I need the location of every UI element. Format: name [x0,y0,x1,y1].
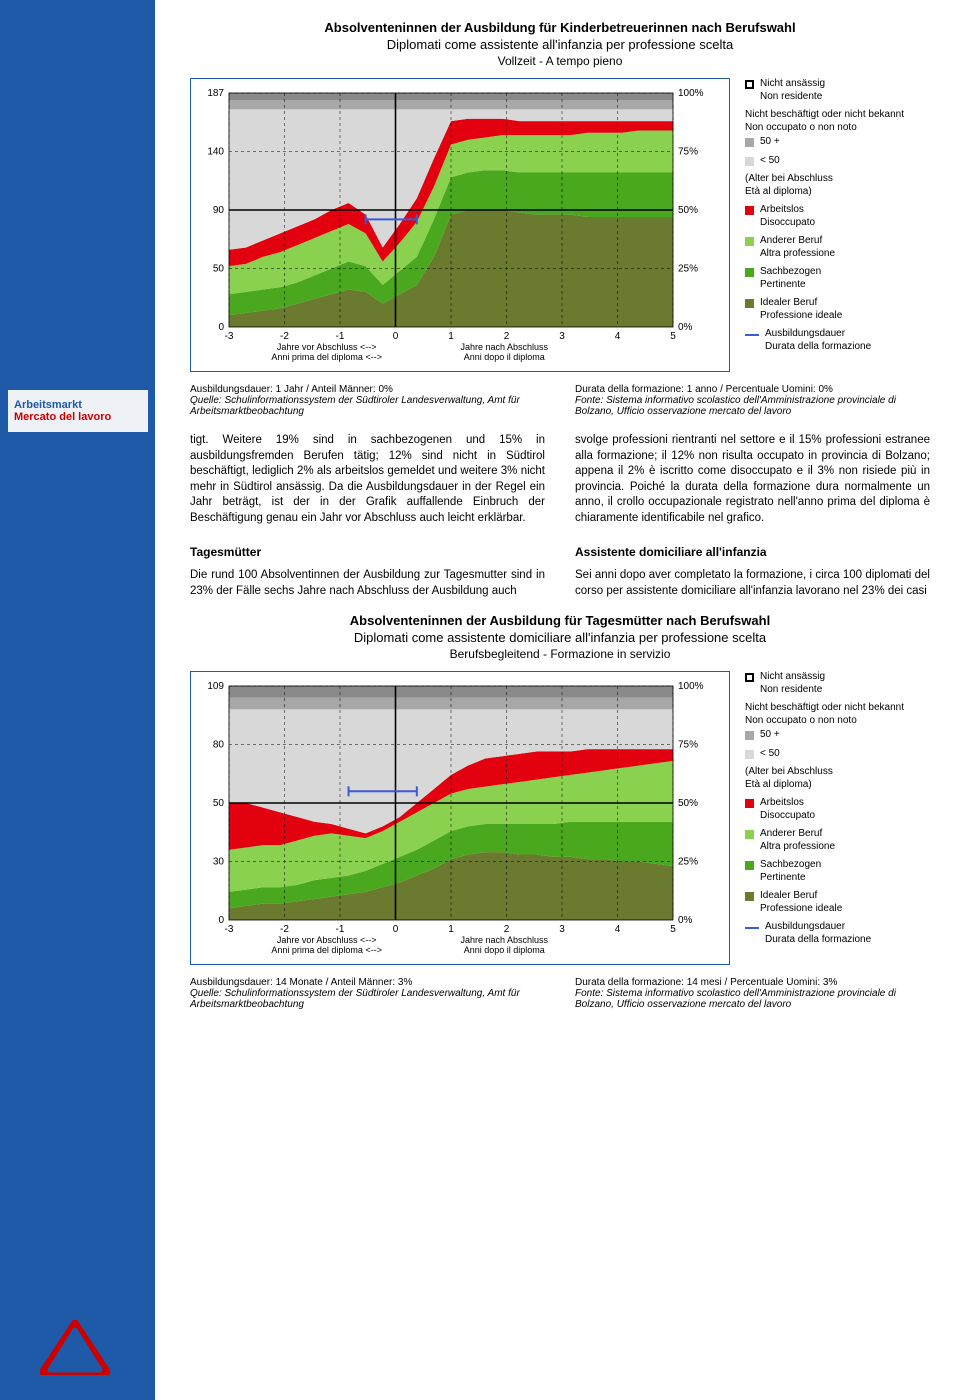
body1-de: tigt. Weitere 19% sind in sachbezogenen … [190,433,545,526]
source2-de: Ausbildungsdauer: 14 Monate / Anteil Män… [190,977,545,1010]
svg-text:90: 90 [213,205,225,216]
svg-text:3: 3 [559,924,565,935]
logo-icon [40,1320,110,1380]
chart1-sub2: Vollzeit - A tempo pieno [190,54,930,68]
svg-text:0: 0 [218,322,224,333]
svg-text:Anni prima del diploma <-->: Anni prima del diploma <--> [271,352,382,362]
svg-text:2: 2 [504,331,510,342]
svg-text:50%: 50% [678,798,698,809]
svg-text:75%: 75% [678,147,698,158]
chart2-title: Absolventeninnen der Ausbildung für Tage… [190,613,930,628]
svg-text:187: 187 [207,88,224,99]
badge-line1: Arbeitsmarkt [14,399,142,411]
svg-text:100%: 100% [678,681,704,692]
svg-text:0%: 0% [678,322,693,333]
svg-text:50%: 50% [678,205,698,216]
svg-text:100%: 100% [678,88,704,99]
svg-text:-3: -3 [225,331,234,342]
svg-text:0: 0 [218,915,224,926]
body2-de: Die rund 100 Absolventinnen der Ausbildu… [190,568,545,599]
body2-it: Sei anni dopo aver completato la formazi… [575,568,930,599]
svg-text:50: 50 [213,798,225,809]
svg-text:0: 0 [393,331,399,342]
sec2-it: Assistente domiciliare all'infanzia [575,544,930,560]
svg-text:30: 30 [213,857,225,868]
svg-text:80: 80 [213,740,225,751]
badge-line2: Mercato del lavoro [14,411,142,423]
svg-text:140: 140 [207,147,224,158]
svg-text:Jahre vor Abschluss <-->: Jahre vor Abschluss <--> [277,342,377,352]
chart2-svg: 109 80 50 30 0 100% 75% 50% 25% 0% -3 -2 -1 0 1 2 3 4 5 Jah… [195,680,715,960]
chart1-frame: 187 140 90 50 0 100% 75% 50% 25% 0% -3 -2 -1 0 1 2 3 4 5 Ja… [190,78,730,372]
svg-text:25%: 25% [678,857,698,868]
svg-text:4: 4 [615,924,621,935]
svg-text:Jahre vor Abschluss <-->: Jahre vor Abschluss <--> [277,935,377,945]
source2-it: Durata della formazione: 14 mesi / Perce… [575,977,930,1010]
chart2-sub2: Berufsbegleitend - Formazione in servizi… [190,647,930,661]
svg-text:109: 109 [207,681,224,692]
body1-it: svolge professioni rientranti nel settor… [575,433,930,526]
svg-text:4: 4 [615,331,621,342]
svg-text:Anni dopo il diploma: Anni dopo il diploma [464,352,545,362]
svg-text:-3: -3 [225,924,234,935]
svg-text:25%: 25% [678,264,698,275]
sidebar: Arbeitsmarkt Mercato del lavoro [0,0,155,1400]
chart1-legend: Nicht ansässigNon residenteNicht beschäf… [730,78,910,359]
source1-it: Durata della formazione: 1 anno / Percen… [575,384,930,417]
chart2-frame: 109 80 50 30 0 100% 75% 50% 25% 0% -3 -2 -1 0 1 2 3 4 5 Jah… [190,671,730,965]
svg-text:50: 50 [213,264,225,275]
svg-text:1: 1 [448,331,454,342]
main-content: Absolventeninnen der Ausbildung für Kind… [155,0,960,1400]
svg-text:0: 0 [393,924,399,935]
svg-text:5: 5 [670,924,676,935]
svg-text:Jahre nach Abschluss: Jahre nach Abschluss [460,342,548,352]
chart1-svg: 187 140 90 50 0 100% 75% 50% 25% 0% -3 -2 -1 0 1 2 3 4 5 Ja… [195,87,715,367]
svg-text:1: 1 [448,924,454,935]
svg-text:-1: -1 [336,924,345,935]
svg-text:-2: -2 [280,331,289,342]
source1-de: Ausbildungsdauer: 1 Jahr / Anteil Männer… [190,384,545,417]
svg-text:2: 2 [504,924,510,935]
svg-text:-2: -2 [280,924,289,935]
svg-text:3: 3 [559,331,565,342]
svg-text:75%: 75% [678,740,698,751]
chart2-subtitle: Diplomati come assistente domiciliare al… [190,630,930,645]
svg-text:Jahre nach Abschluss: Jahre nach Abschluss [460,935,548,945]
svg-text:-1: -1 [336,331,345,342]
svg-text:5: 5 [670,331,676,342]
chart1-subtitle: Diplomati come assistente all'infanzia p… [190,37,930,52]
svg-text:Anni dopo il diploma: Anni dopo il diploma [464,945,545,955]
sec2-de: Tagesmütter [190,544,545,560]
chart2-legend: Nicht ansässigNon residenteNicht beschäf… [730,671,910,952]
chart1-title: Absolventeninnen der Ausbildung für Kind… [190,20,930,35]
sidebar-badge: Arbeitsmarkt Mercato del lavoro [8,390,148,432]
svg-text:Anni prima del diploma <-->: Anni prima del diploma <--> [271,945,382,955]
svg-text:0%: 0% [678,915,693,926]
